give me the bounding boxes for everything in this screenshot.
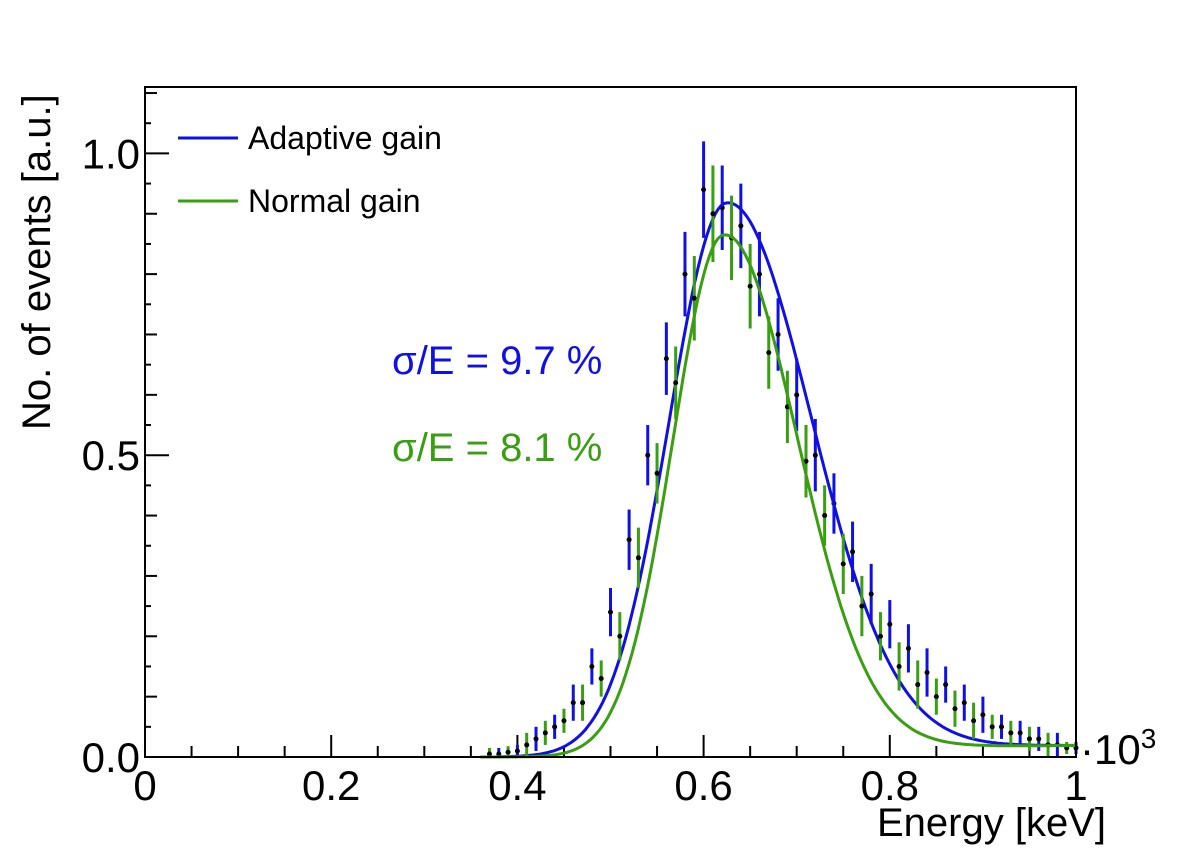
data-point (812, 452, 818, 458)
data-point (524, 742, 530, 748)
data-point (971, 718, 977, 724)
legend: Adaptive gain Normal gain (178, 120, 442, 219)
data-point (868, 591, 874, 597)
data-point (542, 730, 548, 736)
data-point (561, 718, 567, 724)
data-point (850, 549, 856, 555)
fit-curve (498, 201, 1076, 759)
data-point (598, 676, 604, 682)
data-point (645, 452, 651, 458)
data-point (486, 751, 492, 757)
series-layer (480, 141, 1079, 759)
data-point (775, 331, 781, 337)
resolution-annotation-adaptive: σ/E = 9.7 % (392, 339, 602, 383)
y-tick-label: 1.0 (82, 130, 140, 177)
series-1 (480, 165, 1076, 759)
data-point (710, 211, 716, 217)
data-point (952, 706, 958, 712)
y-tick-label: 0.0 (82, 734, 140, 781)
x-tick-label: 0.8 (861, 762, 919, 809)
data-point (701, 187, 707, 193)
data-point (673, 380, 679, 386)
data-point (924, 669, 930, 675)
x-tick-label: 0.6 (674, 762, 732, 809)
data-point (794, 392, 800, 398)
x-tick-label: 0 (133, 762, 156, 809)
data-point (887, 621, 893, 627)
fit-curve (480, 233, 1076, 759)
data-point (933, 694, 939, 700)
data-point (803, 458, 809, 464)
data-point (766, 350, 772, 356)
data-point (617, 633, 623, 639)
data-point (915, 682, 921, 688)
resolution-annotation-normal: σ/E = 8.1 % (392, 426, 602, 470)
data-point (896, 663, 902, 669)
x-tick-label: 1 (1064, 762, 1087, 809)
y-tick-labels: 0.0 0.5 1.0 (82, 130, 140, 781)
data-point (505, 749, 511, 755)
data-point (580, 700, 586, 706)
legend-label-normal-gain: Normal gain (248, 183, 421, 219)
data-point (877, 633, 883, 639)
data-point (943, 682, 949, 688)
data-point (999, 724, 1005, 730)
data-point (989, 724, 995, 730)
data-point (626, 537, 632, 543)
data-point (1008, 730, 1014, 736)
series-0 (496, 141, 1079, 759)
data-point (663, 356, 669, 362)
data-point (980, 712, 986, 718)
data-point (822, 513, 828, 519)
data-point (608, 609, 613, 615)
data-point (961, 700, 967, 706)
y-axis-title: No. of events [a.u.] (15, 94, 59, 430)
data-point (496, 751, 502, 757)
data-point (533, 736, 539, 742)
data-point (589, 663, 595, 669)
data-point (552, 724, 558, 730)
y-tick-label: 0.5 (82, 432, 140, 479)
data-point (1017, 730, 1023, 736)
data-point (756, 271, 762, 277)
data-point (514, 748, 520, 754)
x-tick-labels: 0 0.2 0.4 0.6 0.8 1 (133, 762, 1087, 809)
data-point (654, 470, 660, 476)
x-tick-label: 0.4 (488, 762, 546, 809)
x-tick-label: 0.2 (302, 762, 360, 809)
data-point (682, 271, 688, 277)
legend-label-adaptive-gain: Adaptive gain (248, 120, 442, 156)
data-point (747, 283, 753, 289)
data-point (738, 223, 744, 229)
x-axis-multiplier: ·103 (1080, 723, 1156, 773)
data-point (840, 561, 846, 567)
plot-frame (144, 86, 1077, 758)
data-point (635, 555, 641, 561)
data-point (905, 645, 911, 651)
data-point (570, 700, 576, 706)
data-point (1036, 736, 1042, 742)
data-point (1026, 736, 1032, 742)
x-axis-title: Energy [keV] (877, 801, 1106, 845)
data-point (859, 603, 865, 609)
data-point (691, 295, 697, 301)
